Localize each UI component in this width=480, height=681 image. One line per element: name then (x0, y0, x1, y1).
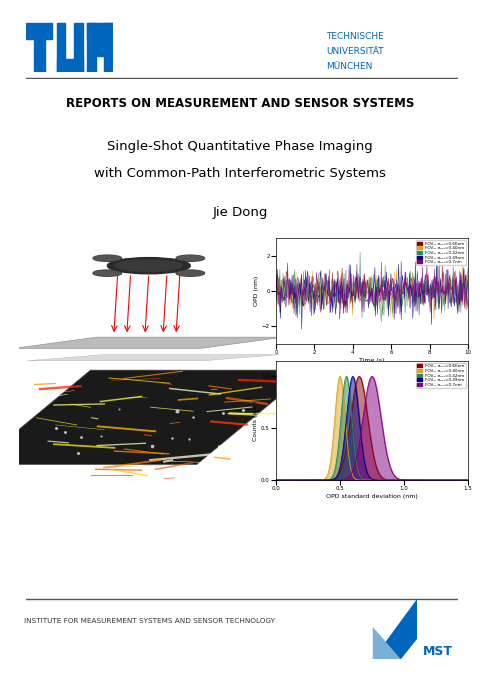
Ellipse shape (176, 270, 204, 276)
Bar (87, 24, 96, 72)
Text: REPORTS ON MEASUREMENT AND SENSOR SYSTEMS: REPORTS ON MEASUREMENT AND SENSOR SYSTEM… (66, 97, 414, 110)
Text: MÜNCHEN: MÜNCHEN (326, 63, 373, 72)
Text: Single-Shot Quantitative Phase Imaging: Single-Shot Quantitative Phase Imaging (107, 140, 373, 153)
Ellipse shape (115, 260, 182, 271)
Polygon shape (373, 627, 401, 659)
Bar (87, 24, 113, 39)
Bar (104, 24, 113, 72)
Y-axis label: OPD (nm): OPD (nm) (254, 276, 259, 306)
Text: with Common-Path Interferometric Systems: with Common-Path Interferometric Systems (94, 167, 386, 180)
Bar (57, 24, 65, 39)
Polygon shape (27, 355, 281, 361)
Legend: FOV₁, σₚₛₐ=0.66nm, FOV₂, σₚₛₐ=0.40nm, FOV₃, σₚₛₐ=0.42nm, FOV₄, σₚₛₐ=0.49nm, FOV₅: FOV₁, σₚₛₐ=0.66nm, FOV₂, σₚₛₐ=0.40nm, FO… (416, 363, 466, 388)
Ellipse shape (177, 256, 203, 260)
Bar (74, 39, 83, 72)
Ellipse shape (176, 255, 204, 262)
Ellipse shape (108, 257, 190, 274)
Bar (95, 36, 105, 57)
Y-axis label: Counts (a.u.): Counts (a.u.) (253, 400, 258, 441)
Text: TECHNISCHE: TECHNISCHE (326, 32, 384, 41)
Bar (57, 59, 83, 72)
Bar (34, 39, 45, 72)
Polygon shape (401, 639, 417, 659)
Polygon shape (373, 599, 417, 659)
Bar (26, 24, 52, 39)
Legend: FOV₁, σₚₛₐ=0.66nm, FOV₂, σₚₛₐ=0.40nm, FOV₃, σₚₛₐ=0.42nm, FOV₄, σₚₛₐ=0.49nm, FOV₅: FOV₁, σₚₛₐ=0.66nm, FOV₂, σₚₛₐ=0.40nm, FO… (416, 240, 466, 266)
Polygon shape (0, 370, 311, 464)
Ellipse shape (93, 255, 121, 262)
X-axis label: Time (s): Time (s) (360, 358, 384, 363)
Bar (57, 39, 65, 72)
Ellipse shape (95, 271, 120, 275)
Text: UNIVERSITÄT: UNIVERSITÄT (326, 47, 384, 56)
Ellipse shape (177, 271, 203, 275)
Ellipse shape (95, 256, 120, 260)
Text: INSTITUTE FOR MEASUREMENT SYSTEMS AND SENSOR TECHNOLOGY: INSTITUTE FOR MEASUREMENT SYSTEMS AND SE… (24, 618, 275, 624)
Polygon shape (14, 337, 284, 349)
Text: Jie Dong: Jie Dong (212, 206, 268, 219)
Text: MST: MST (422, 645, 452, 658)
X-axis label: OPD standard deviation (nm): OPD standard deviation (nm) (326, 494, 418, 499)
Bar (74, 24, 83, 39)
Ellipse shape (93, 270, 121, 276)
